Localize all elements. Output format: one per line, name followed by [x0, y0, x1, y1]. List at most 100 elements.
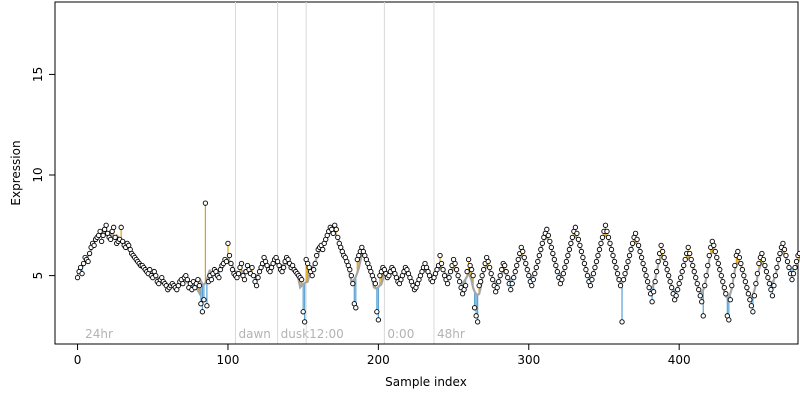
data-point — [682, 256, 688, 263]
data-point — [623, 264, 630, 271]
data-point — [529, 283, 535, 289]
data-point — [575, 236, 582, 243]
data-point — [592, 264, 598, 271]
data-point — [679, 268, 685, 275]
data-point — [544, 226, 550, 232]
data-point — [638, 254, 645, 261]
data-point — [687, 250, 693, 257]
data-point — [107, 236, 114, 243]
data-point — [280, 264, 287, 271]
data-point — [348, 272, 354, 279]
data-point — [545, 232, 551, 239]
data-point — [452, 260, 458, 267]
data-point — [789, 276, 795, 283]
data-point — [320, 246, 326, 253]
data-point — [497, 272, 503, 279]
data-point — [732, 262, 738, 269]
data-point — [641, 266, 648, 273]
x-axis-title: Sample index — [385, 375, 467, 389]
y-tick-label: 15 — [31, 67, 45, 82]
data-point — [477, 278, 484, 285]
data-point — [201, 297, 207, 303]
data-point — [226, 252, 233, 259]
data-point — [610, 252, 616, 259]
data-point — [611, 258, 618, 265]
data-point — [718, 272, 724, 279]
data-point — [616, 276, 622, 283]
data-point — [696, 287, 702, 293]
data-point — [485, 258, 491, 265]
data-point — [729, 283, 735, 289]
data-point — [502, 262, 508, 269]
data-point — [753, 280, 759, 287]
data-point — [637, 248, 643, 255]
data-point — [333, 226, 339, 232]
data-point — [745, 291, 752, 297]
data-point — [223, 258, 230, 265]
data-point — [694, 280, 700, 287]
data-point — [249, 264, 255, 271]
data-point — [720, 278, 726, 285]
data-point — [635, 242, 642, 249]
data-point — [741, 272, 747, 279]
data-point — [652, 278, 658, 285]
data-point — [553, 262, 559, 269]
data-point — [754, 270, 761, 277]
data-point — [559, 276, 565, 283]
data-point — [697, 293, 703, 299]
data-point — [790, 270, 797, 277]
y-tick-label: 5 — [31, 272, 45, 280]
data-point — [474, 319, 481, 325]
data-point — [490, 276, 496, 283]
data-point — [456, 278, 463, 285]
data-point — [530, 276, 536, 283]
data-point — [574, 230, 580, 237]
data-point — [590, 270, 597, 277]
data-point — [664, 266, 670, 273]
data-point — [598, 240, 604, 247]
data-point — [563, 258, 570, 265]
data-point — [372, 280, 379, 287]
data-point — [622, 270, 628, 277]
data-point — [653, 268, 660, 275]
data-point — [470, 272, 476, 279]
data-point — [225, 240, 231, 247]
data-point — [688, 256, 694, 263]
data-point — [607, 240, 613, 247]
data-point — [505, 274, 511, 281]
data-point — [759, 250, 765, 257]
data-point — [455, 272, 461, 279]
data-point — [777, 250, 783, 257]
x-tick-label: 300 — [517, 353, 540, 367]
data-point — [650, 289, 657, 295]
data-point — [706, 252, 712, 259]
data-point — [539, 240, 545, 247]
data-point — [659, 248, 666, 255]
y-axis-title: Expression — [9, 140, 23, 205]
data-point — [702, 283, 708, 289]
data-point — [774, 264, 780, 271]
data-point — [437, 252, 443, 259]
data-point — [465, 256, 472, 263]
data-point — [330, 230, 336, 237]
data-point — [196, 283, 203, 289]
data-point — [523, 260, 529, 267]
data-point — [509, 280, 515, 287]
data-point — [551, 256, 557, 263]
region-label: 12:00 — [309, 327, 344, 341]
data-point — [614, 270, 621, 277]
data-point — [446, 274, 452, 281]
data-point — [666, 272, 672, 279]
data-points — [74, 200, 800, 325]
data-point — [699, 299, 705, 305]
data-point — [375, 317, 382, 323]
data-point — [111, 224, 117, 230]
data-point — [626, 252, 633, 259]
data-point — [658, 242, 664, 249]
data-point — [727, 297, 733, 303]
data-point — [605, 234, 612, 241]
data-point — [783, 252, 789, 259]
data-point — [620, 276, 627, 283]
data-point — [655, 258, 661, 265]
data-point — [769, 293, 776, 299]
